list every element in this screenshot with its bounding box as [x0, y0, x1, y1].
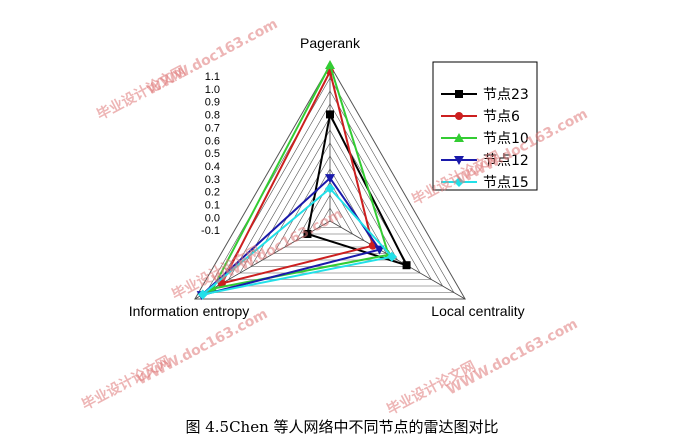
watermark-text: WWW.doc163.com: [444, 316, 580, 398]
axis-title-local-centrality: Local centrality: [431, 303, 524, 319]
data-point: [455, 90, 463, 98]
data-point: [303, 230, 312, 238]
data-point: [454, 177, 464, 187]
series-line: [202, 187, 394, 296]
series-group: [196, 60, 411, 301]
tick-label: 1.0: [205, 84, 220, 96]
data-point: [386, 251, 397, 262]
data-point: [326, 110, 334, 119]
grid-ring: [261, 142, 399, 261]
grid-ring: [216, 90, 444, 287]
legend-label: 节点15: [483, 175, 529, 191]
legend-item: 节点10: [441, 131, 529, 147]
data-point: [455, 112, 463, 120]
legend-item: 节点12: [441, 153, 529, 169]
radial-tick-labels: 1.11.00.90.80.70.60.50.40.30.20.10.0-0.1: [201, 71, 220, 237]
legend-label: 节点10: [483, 131, 529, 147]
series-line: [200, 176, 382, 297]
tick-label: 0.3: [205, 174, 220, 186]
legend-box: [432, 61, 538, 191]
tick-label: 0.4: [205, 161, 220, 173]
legend: 节点23 节点6 节点10 节点12 节点15: [432, 61, 538, 191]
series-line: [220, 68, 374, 285]
data-point: [454, 156, 464, 165]
tick-label: 0.7: [205, 122, 220, 134]
grid-ring: [194, 64, 466, 300]
figure-caption: 图 4.5Chen 等人网络中不同节点的雷达图对比: [185, 418, 498, 436]
grid-ring: [318, 207, 342, 228]
data-point: [325, 174, 335, 184]
grid-ring: [306, 194, 354, 235]
axis-title-pagerank: Pagerank: [300, 35, 361, 51]
tick-label: -0.1: [201, 225, 220, 237]
grid-ring: [239, 116, 421, 274]
series-5: [197, 183, 397, 300]
data-point: [325, 183, 335, 194]
axis-titles: Pagerank Local centrality Information en…: [129, 35, 525, 319]
radar-spoke: [329, 220, 466, 300]
legend-item: 节点23: [441, 87, 529, 103]
data-point: [325, 60, 335, 69]
data-point: [454, 133, 464, 142]
tick-label: 0.6: [205, 135, 220, 147]
series-line: [211, 62, 390, 290]
legend-item: 节点6: [441, 109, 520, 125]
legend-label: 节点6: [483, 109, 520, 125]
radar-grid: [194, 64, 466, 300]
tick-label: 0.0: [205, 212, 220, 224]
data-point: [207, 283, 218, 293]
tick-label: 1.1: [205, 71, 220, 83]
data-point: [374, 245, 385, 255]
legend-item: 节点15: [441, 175, 529, 191]
legend-label: 节点12: [483, 153, 529, 169]
axis-title-information-entropy: Information entropy: [129, 303, 250, 319]
data-point: [197, 289, 208, 300]
tick-label: 0.8: [205, 110, 220, 122]
grid-ring: [228, 103, 432, 280]
tick-label: 0.5: [205, 148, 220, 160]
tick-label: 0.9: [205, 97, 220, 109]
data-point: [402, 261, 411, 270]
legend-label: 节点23: [483, 87, 529, 103]
tick-label: 0.1: [205, 200, 220, 212]
tick-label: 0.2: [205, 187, 220, 199]
